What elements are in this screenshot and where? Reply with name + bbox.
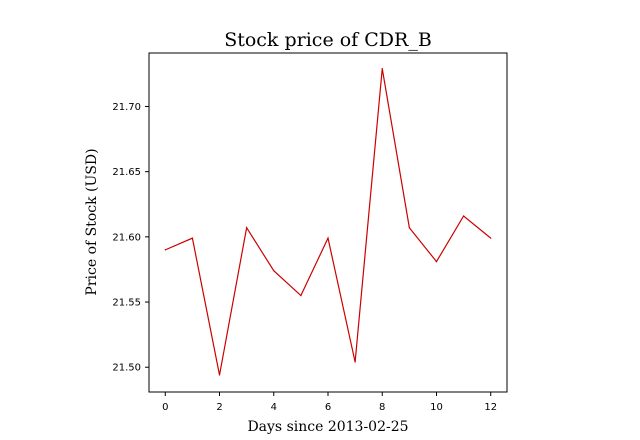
x-tick-label: 4 [271, 402, 277, 413]
data-point [381, 68, 383, 70]
chart-title: Stock price of CDR_B [224, 29, 432, 51]
x-tick-label: 6 [325, 402, 331, 413]
y-tick-label: 21.70 [112, 102, 141, 113]
y-tick-label: 21.50 [112, 363, 141, 374]
data-point [435, 261, 438, 263]
data-point [463, 215, 465, 217]
data-point [300, 294, 302, 297]
y-tick-label: 21.65 [112, 167, 141, 178]
x-tick-label: 12 [484, 402, 497, 413]
y-tick-label: 21.55 [112, 298, 141, 309]
data-point [327, 237, 329, 239]
x-tick-label: 8 [379, 402, 385, 413]
series-layer [164, 68, 492, 376]
y-axis-label: Price of Stock (USD) [84, 148, 100, 295]
data-point [490, 237, 492, 239]
x-tick-label: 2 [216, 402, 222, 413]
x-axis-label: Days since 2013-02-25 [247, 419, 408, 435]
x-tick-label: 0 [162, 402, 168, 413]
y-axis-ticks: 21.50 21.55 21.60 21.65 21.70 [112, 102, 149, 374]
plot-area: 0 2 4 6 8 10 12 21.50 21.55 21.60 21.65 21.70 [112, 52, 508, 413]
data-point [164, 249, 166, 251]
series-line [165, 68, 492, 376]
data-point [408, 227, 410, 229]
y-tick-label: 21.60 [112, 232, 141, 243]
data-point [273, 270, 275, 272]
data-point [354, 361, 356, 363]
plot-frame [148, 52, 508, 393]
data-point [191, 237, 193, 239]
data-point [218, 374, 221, 376]
data-point [246, 227, 248, 229]
x-tick-label: 10 [430, 402, 443, 413]
x-axis-ticks: 0 2 4 6 8 10 12 [162, 392, 497, 413]
